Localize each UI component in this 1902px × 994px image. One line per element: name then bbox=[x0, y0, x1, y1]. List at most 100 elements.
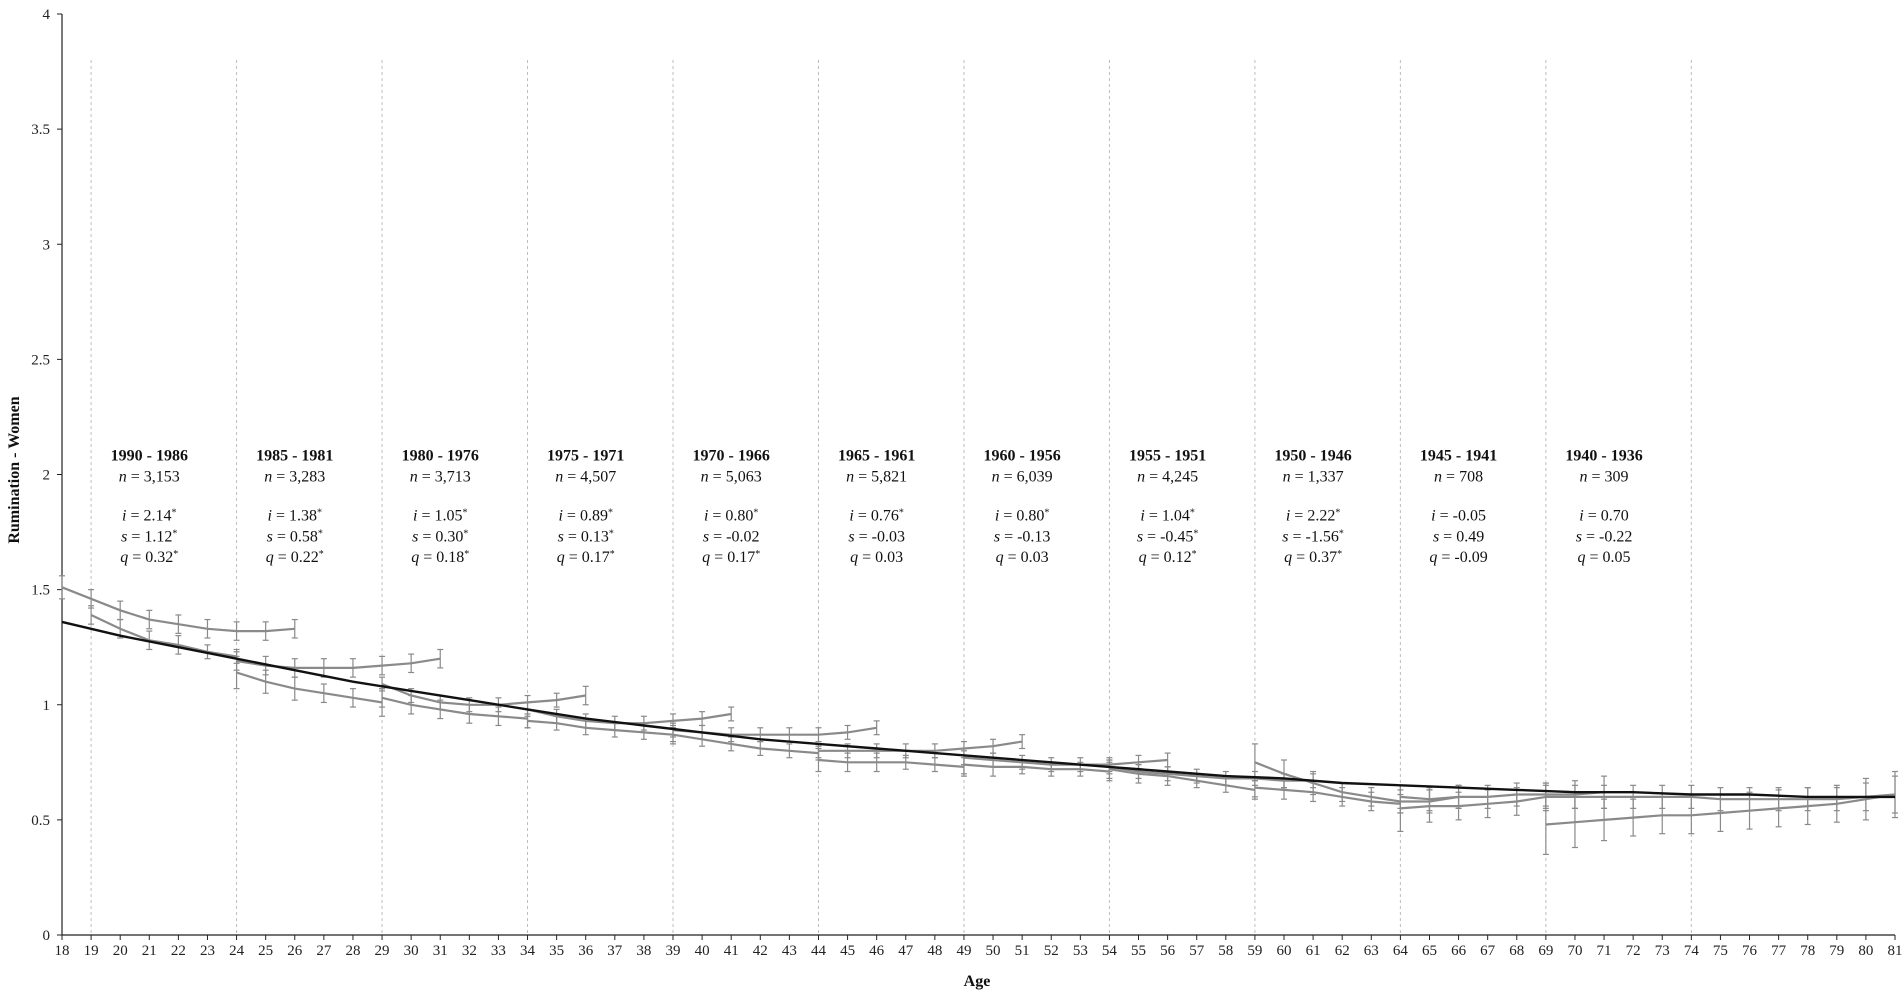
cohort-stat-i: i = 0.76* bbox=[849, 507, 903, 525]
cohort-stat-q: q = -0.09 bbox=[1429, 549, 1487, 566]
x-tick-label: 63 bbox=[1364, 943, 1379, 959]
n-symbol: n bbox=[846, 468, 854, 485]
cohort-label: 1975 - 1971 bbox=[547, 448, 624, 465]
stat-symbol: s bbox=[1282, 528, 1288, 545]
x-tick-label: 43 bbox=[782, 943, 797, 959]
stat-symbol: s bbox=[121, 528, 127, 545]
significance-star: * bbox=[1337, 548, 1342, 559]
y-tick-label: 0 bbox=[43, 928, 51, 944]
stat-value: = 0.32 bbox=[128, 549, 173, 566]
stat-symbol: i bbox=[1140, 508, 1144, 525]
cohort-lower-curve-line bbox=[236, 671, 383, 704]
cohort-stat-i: i = 0.80* bbox=[995, 507, 1049, 525]
stat-symbol: i bbox=[122, 508, 126, 525]
cohort-label: 1980 - 1976 bbox=[402, 448, 479, 465]
cohort-stat-s: s = 0.13* bbox=[558, 528, 614, 546]
x-tick-label: 25 bbox=[258, 943, 273, 959]
significance-star: * bbox=[1192, 548, 1197, 559]
x-tick-label: 45 bbox=[840, 943, 855, 959]
stat-value: = 0.22 bbox=[274, 549, 319, 566]
cohort-lower-curve-line bbox=[1400, 795, 1547, 810]
stat-value: = 0.17 bbox=[565, 549, 610, 566]
x-tick-label: 48 bbox=[927, 943, 942, 959]
stat-value: = 0.05 bbox=[1586, 549, 1631, 566]
cohort-stat-s: s = -0.22 bbox=[1576, 528, 1633, 545]
significance-star: * bbox=[609, 528, 614, 539]
y-tick-label: 4 bbox=[43, 7, 51, 23]
stat-value: = 0.76 bbox=[854, 508, 899, 525]
stat-symbol: i bbox=[1579, 508, 1583, 525]
stat-symbol: s bbox=[412, 528, 418, 545]
stat-value: = 0.30 bbox=[418, 528, 463, 545]
x-tick-label: 70 bbox=[1567, 943, 1582, 959]
cohort-upper-curve-line bbox=[1400, 791, 1605, 801]
cohort-n: n = 708 bbox=[1434, 468, 1483, 485]
x-tick-label: 69 bbox=[1538, 943, 1553, 959]
x-tick-label: 33 bbox=[491, 943, 506, 959]
x-tick-label: 62 bbox=[1335, 943, 1350, 959]
n-symbol: n bbox=[701, 468, 709, 485]
stat-value: = 0.49 bbox=[1439, 528, 1484, 545]
x-tick-label: 64 bbox=[1393, 943, 1409, 959]
n-value: = 708 bbox=[1442, 468, 1483, 485]
cohort-n: n = 3,283 bbox=[264, 468, 325, 485]
x-tick-label: 23 bbox=[200, 943, 215, 959]
x-tick-label: 67 bbox=[1480, 943, 1496, 959]
x-tick-label: 75 bbox=[1713, 943, 1728, 959]
x-tick-label: 42 bbox=[753, 943, 768, 959]
x-tick-label: 46 bbox=[869, 943, 885, 959]
significance-star: * bbox=[462, 507, 467, 518]
cohort-stat-q: q = 0.37* bbox=[1284, 548, 1342, 566]
significance-star: * bbox=[318, 528, 323, 539]
stat-symbol: s bbox=[558, 528, 564, 545]
cohort-stat-q: q = 0.12* bbox=[1139, 548, 1197, 566]
cohort-n: n = 4,507 bbox=[555, 468, 616, 485]
x-tick-label: 65 bbox=[1422, 943, 1437, 959]
overall-trend-line bbox=[61, 620, 1895, 799]
stat-value: = 0.03 bbox=[858, 549, 903, 566]
y-tick-label: 3.5 bbox=[31, 122, 50, 138]
stat-value: = 0.58 bbox=[273, 528, 318, 545]
significance-star: * bbox=[1193, 528, 1198, 539]
n-symbol: n bbox=[1580, 468, 1588, 485]
stat-symbol: s bbox=[267, 528, 273, 545]
cohort-stat-q: q = 0.05 bbox=[1578, 549, 1631, 566]
cohort-stat-i: i = 0.70 bbox=[1579, 508, 1628, 525]
cohort-stat-q: q = 0.22* bbox=[266, 548, 324, 566]
x-tick-label: 61 bbox=[1306, 943, 1321, 959]
significance-star: * bbox=[319, 548, 324, 559]
cohort-curves bbox=[59, 575, 1898, 856]
cohort-label: 1955 - 1951 bbox=[1129, 448, 1206, 465]
stat-value: = 0.17 bbox=[710, 549, 755, 566]
stat-value: = 1.04 bbox=[1145, 508, 1190, 525]
cohort-lower-curve-line bbox=[963, 763, 1110, 773]
cohort-label: 1985 - 1981 bbox=[256, 448, 333, 465]
cohort-stat-s: s = -1.56* bbox=[1282, 528, 1344, 546]
x-tick-label: 24 bbox=[229, 943, 245, 959]
stat-symbol: q bbox=[1139, 549, 1147, 566]
stat-value: = -0.09 bbox=[1437, 549, 1487, 566]
significance-star: * bbox=[608, 507, 613, 518]
y-tick-label: 2.5 bbox=[31, 352, 50, 368]
stat-value: = 0.80 bbox=[708, 508, 753, 525]
cohort-stat-q: q = 0.32* bbox=[120, 548, 178, 566]
stat-symbol: q bbox=[1578, 549, 1586, 566]
cohort-n: n = 5,063 bbox=[701, 468, 762, 485]
x-tick-label: 40 bbox=[695, 943, 710, 959]
cohort-lower-curve-line bbox=[527, 719, 674, 736]
cohort-label: 1965 - 1961 bbox=[838, 448, 915, 465]
x-tick-label: 52 bbox=[1044, 943, 1059, 959]
cohort-stat-s: s = 1.12* bbox=[121, 528, 177, 546]
cohort-stat-s: s = -0.13 bbox=[994, 528, 1051, 545]
cohort-label: 1970 - 1966 bbox=[693, 448, 770, 465]
cohort-stat-i: i = 0.80* bbox=[704, 507, 758, 525]
x-tick-label: 74 bbox=[1684, 943, 1700, 959]
stat-symbol: i bbox=[1431, 508, 1435, 525]
stat-symbol: s bbox=[1576, 528, 1582, 545]
significance-star: * bbox=[172, 507, 177, 518]
stat-value: = -0.13 bbox=[1000, 528, 1050, 545]
cohort-stat-i: i = 1.38* bbox=[268, 507, 322, 525]
cohort-boundaries bbox=[90, 60, 1692, 935]
